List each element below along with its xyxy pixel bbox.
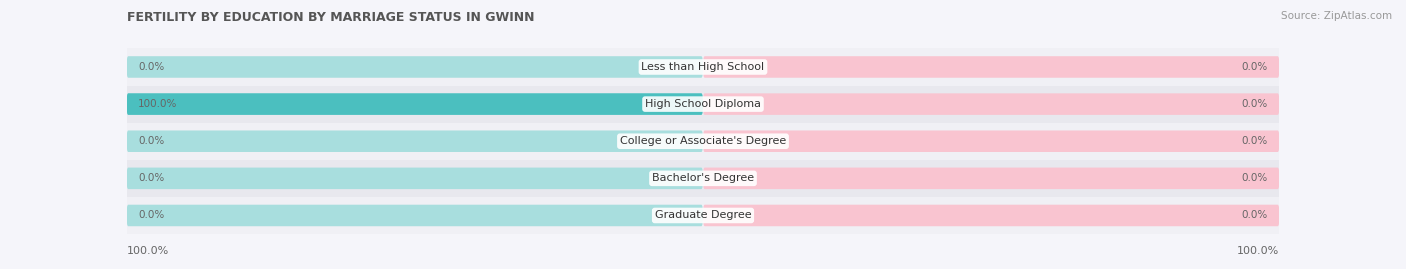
Text: Graduate Degree: Graduate Degree [655, 210, 751, 221]
FancyBboxPatch shape [703, 130, 1279, 152]
Text: Bachelor's Degree: Bachelor's Degree [652, 173, 754, 183]
FancyBboxPatch shape [127, 197, 1279, 234]
FancyBboxPatch shape [127, 93, 703, 115]
Text: FERTILITY BY EDUCATION BY MARRIAGE STATUS IN GWINN: FERTILITY BY EDUCATION BY MARRIAGE STATU… [127, 11, 534, 24]
FancyBboxPatch shape [127, 123, 1279, 160]
FancyBboxPatch shape [127, 168, 703, 189]
Text: Less than High School: Less than High School [641, 62, 765, 72]
Text: High School Diploma: High School Diploma [645, 99, 761, 109]
Text: 0.0%: 0.0% [1241, 210, 1268, 221]
FancyBboxPatch shape [127, 130, 703, 152]
Text: 0.0%: 0.0% [1241, 62, 1268, 72]
FancyBboxPatch shape [703, 205, 1279, 226]
Text: 0.0%: 0.0% [138, 136, 165, 146]
FancyBboxPatch shape [127, 86, 1279, 123]
Text: College or Associate's Degree: College or Associate's Degree [620, 136, 786, 146]
FancyBboxPatch shape [127, 93, 703, 115]
FancyBboxPatch shape [127, 160, 1279, 197]
Text: 0.0%: 0.0% [138, 210, 165, 221]
Text: Source: ZipAtlas.com: Source: ZipAtlas.com [1281, 11, 1392, 21]
Text: 0.0%: 0.0% [1241, 136, 1268, 146]
Text: 100.0%: 100.0% [1237, 246, 1279, 256]
Text: 0.0%: 0.0% [1241, 99, 1268, 109]
Text: 0.0%: 0.0% [1241, 173, 1268, 183]
Text: 0.0%: 0.0% [138, 173, 165, 183]
FancyBboxPatch shape [703, 93, 1279, 115]
FancyBboxPatch shape [703, 56, 1279, 78]
FancyBboxPatch shape [127, 205, 703, 226]
Text: 100.0%: 100.0% [138, 99, 177, 109]
FancyBboxPatch shape [703, 168, 1279, 189]
Text: 0.0%: 0.0% [138, 62, 165, 72]
Text: 100.0%: 100.0% [127, 246, 169, 256]
FancyBboxPatch shape [127, 48, 1279, 86]
FancyBboxPatch shape [127, 56, 703, 78]
